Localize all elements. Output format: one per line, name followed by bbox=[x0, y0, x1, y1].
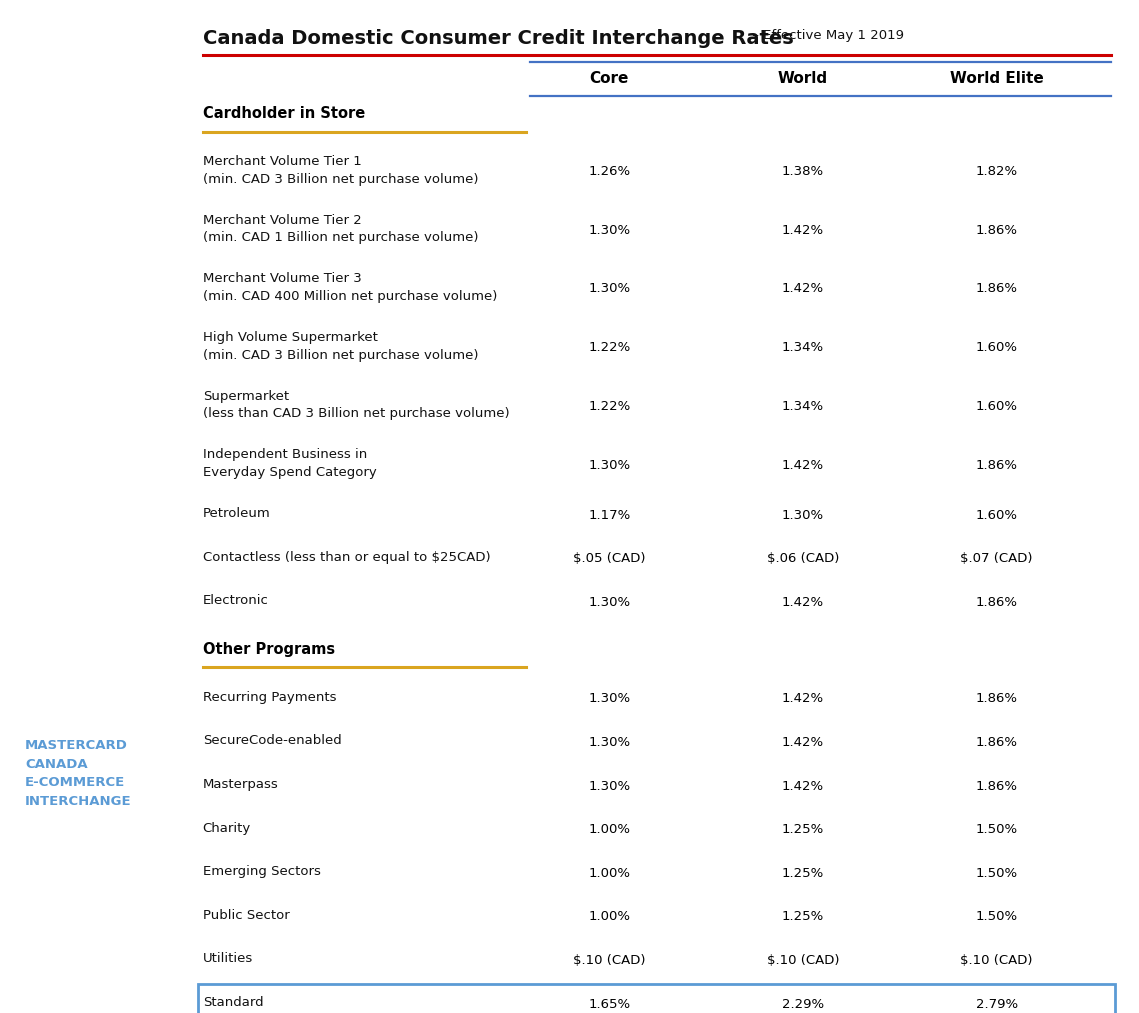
Text: 1.86%: 1.86% bbox=[976, 459, 1017, 471]
Text: 1.30%: 1.30% bbox=[589, 459, 630, 471]
Text: 1.42%: 1.42% bbox=[782, 596, 823, 609]
Text: 1.60%: 1.60% bbox=[976, 400, 1017, 413]
Text: Recurring Payments: Recurring Payments bbox=[203, 691, 336, 704]
Text: 1.86%: 1.86% bbox=[976, 283, 1017, 296]
Text: Merchant Volume Tier 3
(min. CAD 400 Million net purchase volume): Merchant Volume Tier 3 (min. CAD 400 Mil… bbox=[203, 272, 497, 303]
Text: $.07 (CAD): $.07 (CAD) bbox=[960, 552, 1033, 565]
Text: $.10 (CAD): $.10 (CAD) bbox=[767, 954, 839, 967]
Text: Independent Business in
Everyday Spend Category: Independent Business in Everyday Spend C… bbox=[203, 449, 377, 479]
Text: 1.50%: 1.50% bbox=[976, 824, 1017, 836]
Text: World: World bbox=[778, 71, 828, 86]
Text: 1.42%: 1.42% bbox=[782, 736, 823, 749]
Text: Merchant Volume Tier 2
(min. CAD 1 Billion net purchase volume): Merchant Volume Tier 2 (min. CAD 1 Billi… bbox=[203, 214, 478, 244]
Text: Standard: Standard bbox=[203, 996, 263, 1009]
Text: 1.00%: 1.00% bbox=[589, 911, 630, 924]
Text: 1.26%: 1.26% bbox=[589, 165, 630, 178]
Text: World Elite: World Elite bbox=[950, 71, 1043, 86]
Text: 1.86%: 1.86% bbox=[976, 780, 1017, 792]
Text: 1.30%: 1.30% bbox=[589, 780, 630, 792]
Text: 1.00%: 1.00% bbox=[589, 867, 630, 879]
Text: $.06 (CAD): $.06 (CAD) bbox=[767, 552, 839, 565]
Text: Canada Domestic Consumer Credit Interchange Rates: Canada Domestic Consumer Credit Intercha… bbox=[203, 28, 794, 48]
Text: 1.00%: 1.00% bbox=[589, 824, 630, 836]
Text: 1.42%: 1.42% bbox=[782, 693, 823, 705]
Text: – Effective May 1 2019: – Effective May 1 2019 bbox=[748, 28, 904, 42]
Text: 1.42%: 1.42% bbox=[782, 283, 823, 296]
Text: 1.30%: 1.30% bbox=[589, 596, 630, 609]
Text: 1.30%: 1.30% bbox=[589, 283, 630, 296]
Text: 1.42%: 1.42% bbox=[782, 780, 823, 792]
Text: 2.79%: 2.79% bbox=[976, 998, 1017, 1011]
Text: Other Programs: Other Programs bbox=[203, 642, 335, 657]
Text: Electronic: Electronic bbox=[203, 595, 269, 608]
Text: 1.30%: 1.30% bbox=[782, 509, 823, 522]
Text: Core: Core bbox=[590, 71, 629, 86]
Text: Merchant Volume Tier 1
(min. CAD 3 Billion net purchase volume): Merchant Volume Tier 1 (min. CAD 3 Billi… bbox=[203, 155, 478, 185]
Text: 1.50%: 1.50% bbox=[976, 867, 1017, 879]
Text: 2.29%: 2.29% bbox=[782, 998, 823, 1011]
Text: Masterpass: Masterpass bbox=[203, 778, 279, 791]
Text: SecureCode-enabled: SecureCode-enabled bbox=[203, 734, 342, 748]
Text: Petroleum: Petroleum bbox=[203, 508, 270, 520]
Text: 1.25%: 1.25% bbox=[781, 867, 825, 879]
Text: $.05 (CAD): $.05 (CAD) bbox=[573, 552, 646, 565]
Text: Charity: Charity bbox=[203, 822, 251, 835]
Text: 1.34%: 1.34% bbox=[782, 341, 823, 355]
Text: 1.25%: 1.25% bbox=[781, 911, 825, 924]
Text: 1.30%: 1.30% bbox=[589, 693, 630, 705]
Text: 1.34%: 1.34% bbox=[782, 400, 823, 413]
Text: 1.42%: 1.42% bbox=[782, 224, 823, 237]
Text: 1.86%: 1.86% bbox=[976, 596, 1017, 609]
Text: Utilities: Utilities bbox=[203, 952, 253, 965]
Text: $.10 (CAD): $.10 (CAD) bbox=[573, 954, 646, 967]
Text: 1.38%: 1.38% bbox=[782, 165, 823, 178]
Text: MASTERCARD
CANADA
E-COMMERCE
INTERCHANGE: MASTERCARD CANADA E-COMMERCE INTERCHANGE bbox=[25, 739, 132, 807]
Text: 1.86%: 1.86% bbox=[976, 224, 1017, 237]
Text: 1.17%: 1.17% bbox=[588, 509, 631, 522]
Text: 1.30%: 1.30% bbox=[589, 736, 630, 749]
Text: Cardholder in Store: Cardholder in Store bbox=[203, 106, 364, 122]
Text: 1.82%: 1.82% bbox=[976, 165, 1017, 178]
Text: 1.25%: 1.25% bbox=[781, 824, 825, 836]
Text: 1.22%: 1.22% bbox=[588, 400, 631, 413]
Text: Contactless (less than or equal to $25CAD): Contactless (less than or equal to $25CA… bbox=[203, 551, 491, 564]
Text: 1.86%: 1.86% bbox=[976, 693, 1017, 705]
Text: 1.50%: 1.50% bbox=[976, 911, 1017, 924]
Text: Supermarket
(less than CAD 3 Billion net purchase volume): Supermarket (less than CAD 3 Billion net… bbox=[203, 390, 509, 420]
Text: 1.42%: 1.42% bbox=[782, 459, 823, 471]
Text: Public Sector: Public Sector bbox=[203, 909, 289, 922]
Text: High Volume Supermarket
(min. CAD 3 Billion net purchase volume): High Volume Supermarket (min. CAD 3 Bill… bbox=[203, 331, 478, 362]
Text: 1.65%: 1.65% bbox=[589, 998, 630, 1011]
Text: 1.22%: 1.22% bbox=[588, 341, 631, 355]
Text: 1.86%: 1.86% bbox=[976, 736, 1017, 749]
Text: Emerging Sectors: Emerging Sectors bbox=[203, 865, 320, 878]
Text: 1.60%: 1.60% bbox=[976, 341, 1017, 355]
Text: $.10 (CAD): $.10 (CAD) bbox=[960, 954, 1033, 967]
Text: 1.30%: 1.30% bbox=[589, 224, 630, 237]
Text: 1.60%: 1.60% bbox=[976, 509, 1017, 522]
